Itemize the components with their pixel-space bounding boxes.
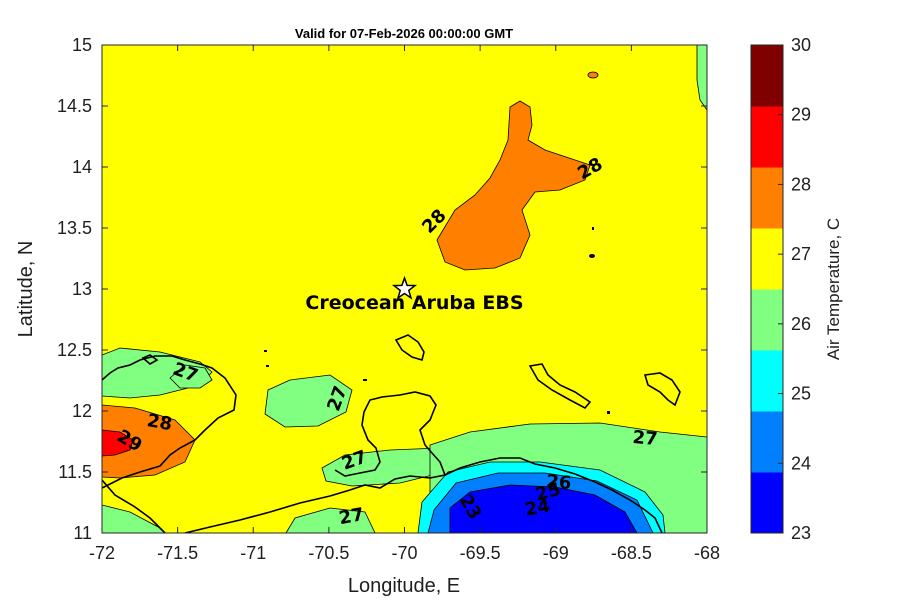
colorbar-band (751, 411, 783, 473)
islet-6 (589, 254, 595, 258)
station-star-icon[interactable] (391, 275, 418, 300)
field-23-24 (449, 484, 638, 533)
contour-label: 24 (523, 496, 551, 521)
y-tick-label: 11 (73, 523, 92, 543)
colorbar-band (751, 106, 783, 168)
x-tick-label: -70.5 (308, 543, 349, 563)
contour-label: 26 (545, 471, 572, 494)
map-title: Valid for 07-Feb-2026 00:00:00 GMT (295, 26, 513, 41)
x-axis-ticks: -72 -71.5 -71 -70.5 -70 -69.5 -69 -68.5 -68 (89, 45, 720, 563)
y-tick-label: 14.5 (57, 96, 92, 116)
station-marker[interactable]: Creocean Aruba EBS (305, 275, 524, 314)
y-tick-label: 12 (72, 401, 92, 421)
colorbar-label: Air Temperature, C (824, 218, 843, 360)
x-tick-label: -71.5 (157, 543, 198, 563)
y-tick-label: 12.5 (57, 340, 92, 360)
y-axis-ticks: 15 14.5 14 13.5 13 12.5 12 11.5 11 (57, 35, 707, 543)
contour-label: 27 (632, 427, 659, 450)
colorbar-band (751, 45, 783, 107)
field-28-29-west (102, 404, 196, 479)
field-28-29-dot (587, 71, 599, 79)
x-axis-label: Longitude, E (348, 575, 460, 597)
x-tick-label: -68 (694, 543, 720, 563)
field-26-27-south (285, 507, 376, 533)
colorbar-band (751, 350, 783, 412)
islet-coast (141, 354, 159, 365)
colorbar-band (751, 167, 783, 229)
colorbar-band (751, 472, 783, 534)
islet-2 (266, 365, 269, 367)
y-axis-label: Latitude, N (15, 241, 37, 338)
y-tick-label: 13.5 (57, 218, 92, 238)
small-islands (264, 227, 610, 414)
field-26-27-ne (696, 45, 707, 111)
contour-label: 28 (145, 410, 173, 435)
colorbar-tick-label: 30 (791, 35, 811, 55)
colorbar-tick-label: 24 (791, 453, 811, 473)
x-tick-label: -69.5 (460, 543, 501, 563)
y-tick-label: 13 (72, 279, 92, 299)
colorbar-tick-label: 28 (791, 174, 811, 194)
contour-label: 27 (337, 504, 365, 529)
y-tick-label: 11.5 (58, 462, 92, 482)
coastline-maracaibo (102, 479, 166, 533)
coastlines (102, 334, 681, 533)
field-26-27-small (169, 364, 213, 389)
field-26-27-central (264, 374, 353, 428)
colorbar-band (751, 228, 783, 290)
colorbar-tick-label: 27 (791, 244, 811, 264)
temperature-field (102, 45, 707, 533)
colorbar-tick-label: 29 (791, 105, 811, 125)
colorbar-frame (750, 44, 784, 534)
islet-4 (607, 411, 610, 414)
x-tick-label: -69 (543, 543, 569, 563)
aruba-coast (394, 334, 425, 362)
y-tick-label: 15 (72, 35, 92, 55)
colorbar-tick-label: 23 (791, 523, 811, 543)
field-28-29-north (436, 100, 591, 271)
coastline-guajira (102, 355, 237, 489)
islet-3 (363, 379, 367, 381)
colorbar-tick-label: 25 (791, 384, 811, 404)
x-tick-label: -70 (391, 543, 417, 563)
field-29-30-west (102, 429, 134, 457)
coastline-paraguana-south (184, 444, 447, 533)
x-tick-label: -68.5 (611, 543, 652, 563)
colorbar: 30 29 28 27 26 25 24 23 (751, 35, 811, 543)
coastline-falcon (444, 457, 663, 533)
islet-5 (592, 227, 594, 230)
coastline-paraguana (334, 391, 437, 477)
y-tick-label: 14 (72, 157, 92, 177)
x-tick-label: -71 (240, 543, 266, 563)
bonaire-coast (643, 372, 681, 407)
curacao-coast (528, 363, 592, 410)
colorbar-tick-label: 26 (791, 314, 811, 334)
colorbar-band (751, 289, 783, 351)
islet-1 (264, 350, 267, 352)
station-label: Creocean Aruba EBS (305, 292, 523, 314)
x-tick-label: -72 (89, 543, 115, 563)
